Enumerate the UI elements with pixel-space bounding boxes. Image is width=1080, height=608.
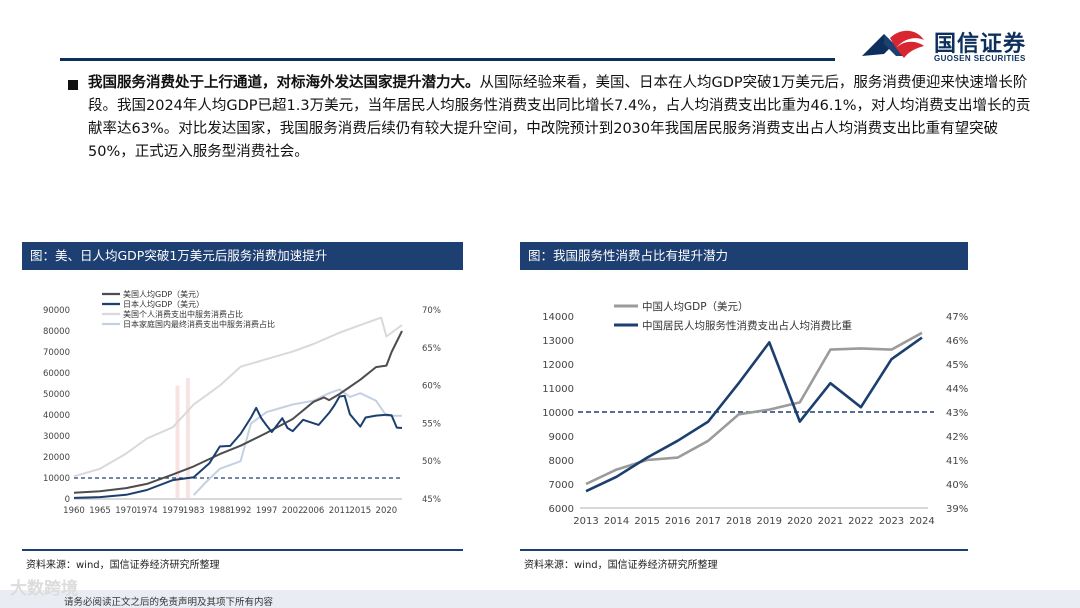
x-tick-label: 1983 xyxy=(183,506,205,516)
x-tick-label: 2019 xyxy=(757,516,782,527)
legend-label: 日本人均GDP（美元） xyxy=(123,299,204,309)
y-right-tick-label: 42% xyxy=(946,432,968,443)
x-tick-label: 2024 xyxy=(909,516,934,527)
watermark: 大数跨境 xyxy=(10,579,78,599)
logo-text-en: GUOSEN SECURITIES xyxy=(934,54,1026,63)
y-left-tick-label: 9000 xyxy=(549,432,574,443)
y-left-tick-label: 6000 xyxy=(549,504,574,515)
series-line-1 xyxy=(585,336,923,493)
legend-label: 中国居民人均服务性消费支出占人均消费比重 xyxy=(642,319,852,332)
x-tick-label: 2016 xyxy=(665,516,690,527)
y-left-tick-label: 90000 xyxy=(43,306,70,316)
y-right-tick-label: 46% xyxy=(946,336,968,347)
x-tick-label: 1960 xyxy=(63,506,85,516)
y-left-tick-label: 13000 xyxy=(542,336,574,347)
x-tick-label: 2018 xyxy=(726,516,751,527)
body-paragraph: 我国服务消费处于上行通道，对标海外发达国家提升潜力大。从国际经验来看，美国、日本… xyxy=(88,72,1038,164)
china-service-chart: 6000 7000 8000 9000 10000 11000 12000 13000 1400… xyxy=(542,300,968,527)
footer-band xyxy=(0,590,1080,608)
y-left-tick-label: 40000 xyxy=(43,411,70,421)
y-left-tick-label: 10000 xyxy=(542,408,574,419)
y-left-tick-label: 50000 xyxy=(43,390,70,400)
x-tick-label: 2020 xyxy=(787,516,812,527)
x-tick-label: 1974 xyxy=(136,506,158,516)
x-tick-label: 1979 xyxy=(162,506,184,516)
y-right-tick-label: 65% xyxy=(422,344,441,354)
footer-disclaimer: 请务必阅读正文之后的免责声明及其项下所有内容 xyxy=(64,597,274,608)
right-chart-bottom-rule xyxy=(520,549,968,551)
x-tick-label: 1988 xyxy=(209,506,231,516)
series-line-2 xyxy=(73,316,403,478)
left-chart-bottom-rule xyxy=(22,549,463,551)
x-tick-label: 2011 xyxy=(329,506,351,516)
y-left-tick-label: 10000 xyxy=(43,474,70,484)
y-left-tick-label: 20000 xyxy=(43,453,70,463)
x-tick-label: 1970 xyxy=(115,506,137,516)
y-right-tick-label: 45% xyxy=(422,495,441,505)
x-tick-label: 2021 xyxy=(818,516,843,527)
y-left-tick-label: 14000 xyxy=(542,312,574,323)
y-left-tick-label: 30000 xyxy=(43,432,70,442)
y-right-tick-label: 39% xyxy=(946,504,968,515)
paragraph-lead: 我国服务消费处于上行通道，对标海外发达国家提升潜力大。 xyxy=(88,75,480,91)
y-left-tick-label: 12000 xyxy=(542,360,574,371)
series-line-1 xyxy=(73,394,403,499)
highlight-band-us xyxy=(175,385,180,499)
left-chart-source: 资料来源：wind，国信证券经济研究所整理 xyxy=(26,560,220,571)
x-tick-label: 2002 xyxy=(282,506,304,516)
legend-label: 日本家庭国内最终消费支出中服务消费占比 xyxy=(123,319,275,329)
y-right-tick-label: 44% xyxy=(946,384,968,395)
series-line-0 xyxy=(73,330,403,494)
x-tick-label: 2015 xyxy=(350,506,372,516)
legend-label: 美国个人消费支出中服务消费占比 xyxy=(123,309,243,319)
x-tick-label: 2006 xyxy=(303,506,325,516)
x-tick-label: 2013 xyxy=(573,516,598,527)
x-tick-label: 2020 xyxy=(376,506,398,516)
y-right-tick-label: 55% xyxy=(422,419,441,429)
series-line-0 xyxy=(585,331,923,486)
x-tick-label: 2023 xyxy=(879,516,904,527)
x-tick-label: 2017 xyxy=(695,516,720,527)
company-logo: 国信证券 GUOSEN SECURITIES xyxy=(860,24,1060,70)
us-japan-chart: 0 10000 20000 30000 40000 50000 60000 70000 8000… xyxy=(43,289,441,516)
y-left-tick-label: 11000 xyxy=(542,384,574,395)
x-tick-label: 1997 xyxy=(256,506,278,516)
x-tick-label: 2015 xyxy=(634,516,659,527)
y-right-tick-label: 47% xyxy=(946,312,968,323)
y-right-tick-label: 43% xyxy=(946,408,968,419)
y-right-tick-label: 45% xyxy=(946,360,968,371)
x-tick-label: 1965 xyxy=(89,506,111,516)
y-left-tick-label: 8000 xyxy=(549,456,574,467)
y-left-tick-label: 70000 xyxy=(43,348,70,358)
legend-label: 中国人均GDP（美元） xyxy=(642,300,749,313)
y-left-tick-label: 80000 xyxy=(43,327,70,337)
x-tick-label: 2022 xyxy=(848,516,873,527)
right-chart-title: 图：我国服务性消费占比有提升潜力 xyxy=(520,242,968,270)
highlight-band-jp xyxy=(185,378,190,499)
y-left-tick-label: 0 xyxy=(65,495,70,505)
series-line-3 xyxy=(192,388,402,496)
header-rule xyxy=(60,58,835,61)
guosen-logo-icon xyxy=(862,30,924,58)
legend-label: 美国人均GDP（美元） xyxy=(123,289,204,299)
y-right-tick-label: 60% xyxy=(422,382,441,392)
y-right-tick-label: 40% xyxy=(946,480,968,491)
bullet-square xyxy=(68,80,78,90)
x-tick-label: 2014 xyxy=(604,516,629,527)
y-left-tick-label: 60000 xyxy=(43,369,70,379)
paragraph-text: 从国际经验来看，美国、日本在人均GDP突破1万美元后，服务消费便迎来快速增长阶段… xyxy=(88,75,1031,160)
y-left-tick-label: 7000 xyxy=(549,480,574,491)
right-chart-source: 资料来源：wind，国信证券经济研究所整理 xyxy=(524,560,718,571)
y-right-tick-label: 70% xyxy=(422,306,441,316)
x-tick-label: 1992 xyxy=(230,506,252,516)
left-chart-title: 图：美、日人均GDP突破1万美元后服务消费加速提升 xyxy=(22,242,463,270)
y-right-tick-label: 50% xyxy=(422,457,441,467)
logo-text-cn: 国信证券 xyxy=(934,32,1027,57)
y-right-tick-label: 41% xyxy=(946,456,968,467)
